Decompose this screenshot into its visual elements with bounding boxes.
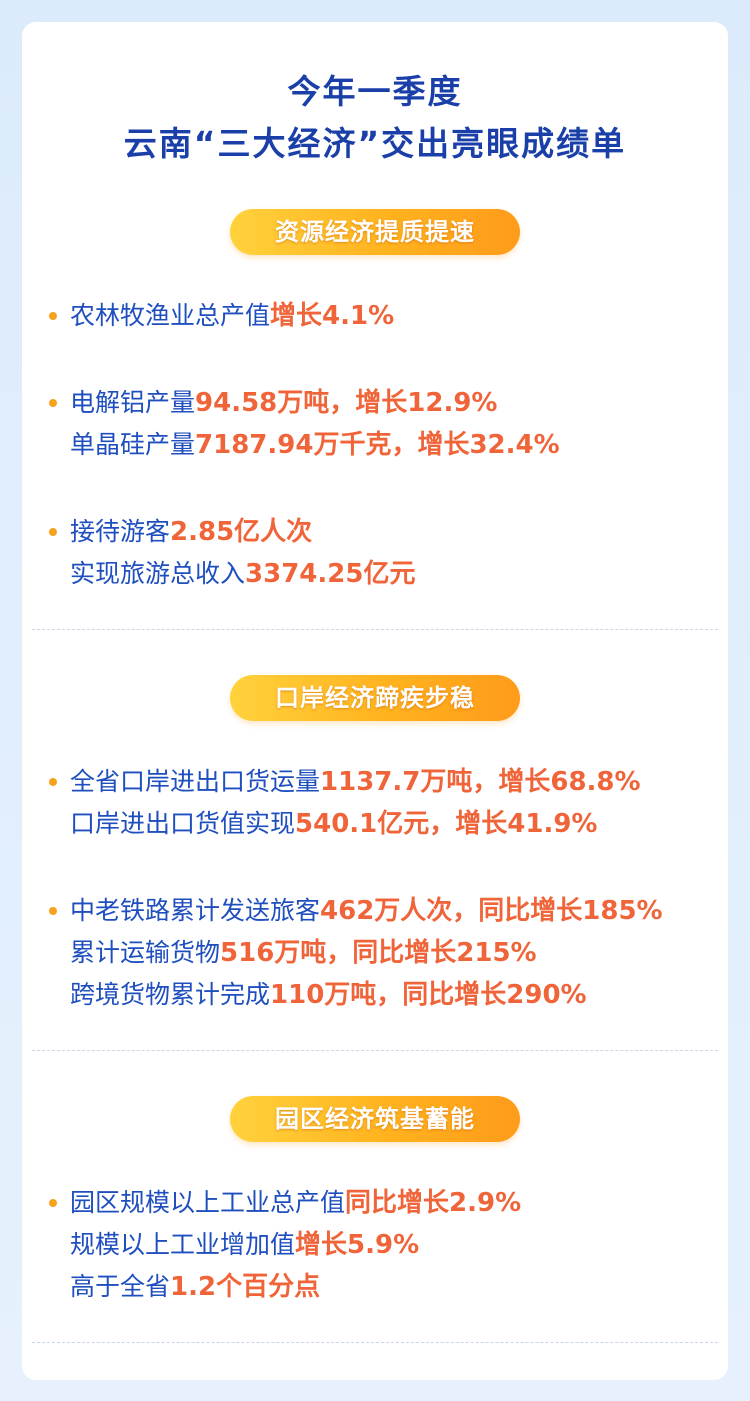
text: 农林牧渔业总产值 [70, 301, 271, 330]
bullet [49, 778, 57, 786]
section: 园区经济筑基蓄能 园区规模以上工业总产值同比增长2.9% 规模以上工业增加值增长5.… [22, 1096, 728, 1343]
section-heading: 资源经济提质提速 [230, 209, 520, 255]
text: 电解铝产量 [70, 388, 196, 417]
text-line: 跨境货物累计完成110万吨，同比增长290% [70, 974, 728, 1016]
bullet [49, 528, 57, 536]
text-line: 中老铁路累计发送旅客462万人次，同比增长185% [70, 890, 728, 932]
separator [32, 1050, 718, 1051]
text: 跨境货物累计完成 [70, 980, 271, 1009]
text-line: 口岸进出口货值实现540.1亿元，增长41.9% [70, 803, 728, 845]
separator [32, 1342, 718, 1343]
highlight: 2.85亿人次 [170, 517, 313, 547]
text-line: 电解铝产量94.58万吨，增长12.9% [70, 382, 728, 424]
text: 规模以上工业增加值 [70, 1230, 296, 1259]
highlight: 1.2个百分点 [170, 1272, 321, 1302]
text-line: 单晶硅产量7187.94万千克，增长32.4% [70, 424, 728, 466]
text: 累计运输货物 [70, 938, 221, 967]
section: 资源经济提质提速农林牧渔业总产值增长4.1% 电解铝产量94.58万吨，增长12.… [22, 209, 728, 630]
text-line: 农林牧渔业总产值增长4.1% [70, 295, 728, 337]
title-block: 今年一季度云南“三大经济”交出亮眼成绩单 [22, 66, 728, 170]
text: 高于全省 [70, 1272, 171, 1301]
bullet-group: 园区规模以上工业总产值同比增长2.9% 规模以上工业增加值增长5.9% 高于全省1.… [49, 1182, 728, 1308]
bullet-group: 电解铝产量94.58万吨，增长12.9% 单晶硅产量7187.94万千克，增长32… [49, 382, 728, 466]
bullet-group: 全省口岸进出口货运量1137.7万吨，增长68.8% 口岸进出口货值实现540.1… [49, 761, 728, 845]
highlight: 同比增长2.9% [345, 1188, 522, 1218]
text: 口岸进出口货值实现 [70, 809, 296, 838]
highlight: 3374.25亿元 [245, 559, 416, 589]
title-line: 云南“三大经济”交出亮眼成绩单 [123, 124, 627, 163]
text-line: 园区规模以上工业总产值同比增长2.9% [70, 1182, 728, 1224]
separator [32, 629, 718, 630]
text-line: 累计运输货物516万吨，同比增长215% [70, 932, 728, 974]
bullet [49, 312, 57, 320]
highlight: 540.1亿元，增长41.9% [295, 809, 598, 839]
section-heading: 口岸经济蹄疾步稳 [230, 675, 520, 721]
highlight: 增长4.1% [270, 301, 395, 331]
bullet-group: 接待游客2.85亿人次 实现旅游总收入3374.25亿元 [49, 511, 728, 595]
bullet-group: 农林牧渔业总产值增长4.1% [49, 295, 728, 337]
text-line: 高于全省1.2个百分点 [70, 1266, 728, 1308]
highlight: 94.58万吨，增长12.9% [195, 388, 498, 418]
text: 单晶硅产量 [70, 430, 196, 459]
highlight: 462万人次，同比增长185% [320, 896, 663, 926]
title-line: 今年一季度 [287, 72, 463, 111]
text: 接待游客 [70, 517, 171, 546]
text: 全省口岸进出口货运量 [70, 767, 321, 796]
text-line: 实现旅游总收入3374.25亿元 [70, 553, 728, 595]
text: 园区规模以上工业总产值 [70, 1188, 346, 1217]
highlight: 110万吨，同比增长290% [270, 980, 587, 1010]
text-line: 全省口岸进出口货运量1137.7万吨，增长68.8% [70, 761, 728, 803]
card: 今年一季度云南“三大经济”交出亮眼成绩单资源经济提质提速农林牧渔业总产值增长4.… [22, 22, 728, 1380]
highlight: 增长5.9% [295, 1230, 420, 1260]
bullet-group: 中老铁路累计发送旅客462万人次，同比增长185% 累计运输货物516万吨，同比增… [49, 890, 728, 1016]
text-line: 接待游客2.85亿人次 [70, 511, 728, 553]
text: 中老铁路累计发送旅客 [70, 896, 321, 925]
highlight: 516万吨，同比增长215% [220, 938, 537, 968]
text-line: 规模以上工业增加值增长5.9% [70, 1224, 728, 1266]
highlight: 1137.7万吨，增长68.8% [320, 767, 641, 797]
highlight: 7187.94万千克，增长32.4% [195, 430, 560, 460]
bullet [49, 1199, 57, 1207]
text: 实现旅游总收入 [70, 559, 246, 588]
bullet [49, 399, 57, 407]
bullet [49, 907, 57, 915]
section: 口岸经济蹄疾步稳 全省口岸进出口货运量1137.7万吨，增长68.8% 口岸进出口货… [22, 675, 728, 1051]
section-heading: 园区经济筑基蓄能 [230, 1096, 520, 1142]
